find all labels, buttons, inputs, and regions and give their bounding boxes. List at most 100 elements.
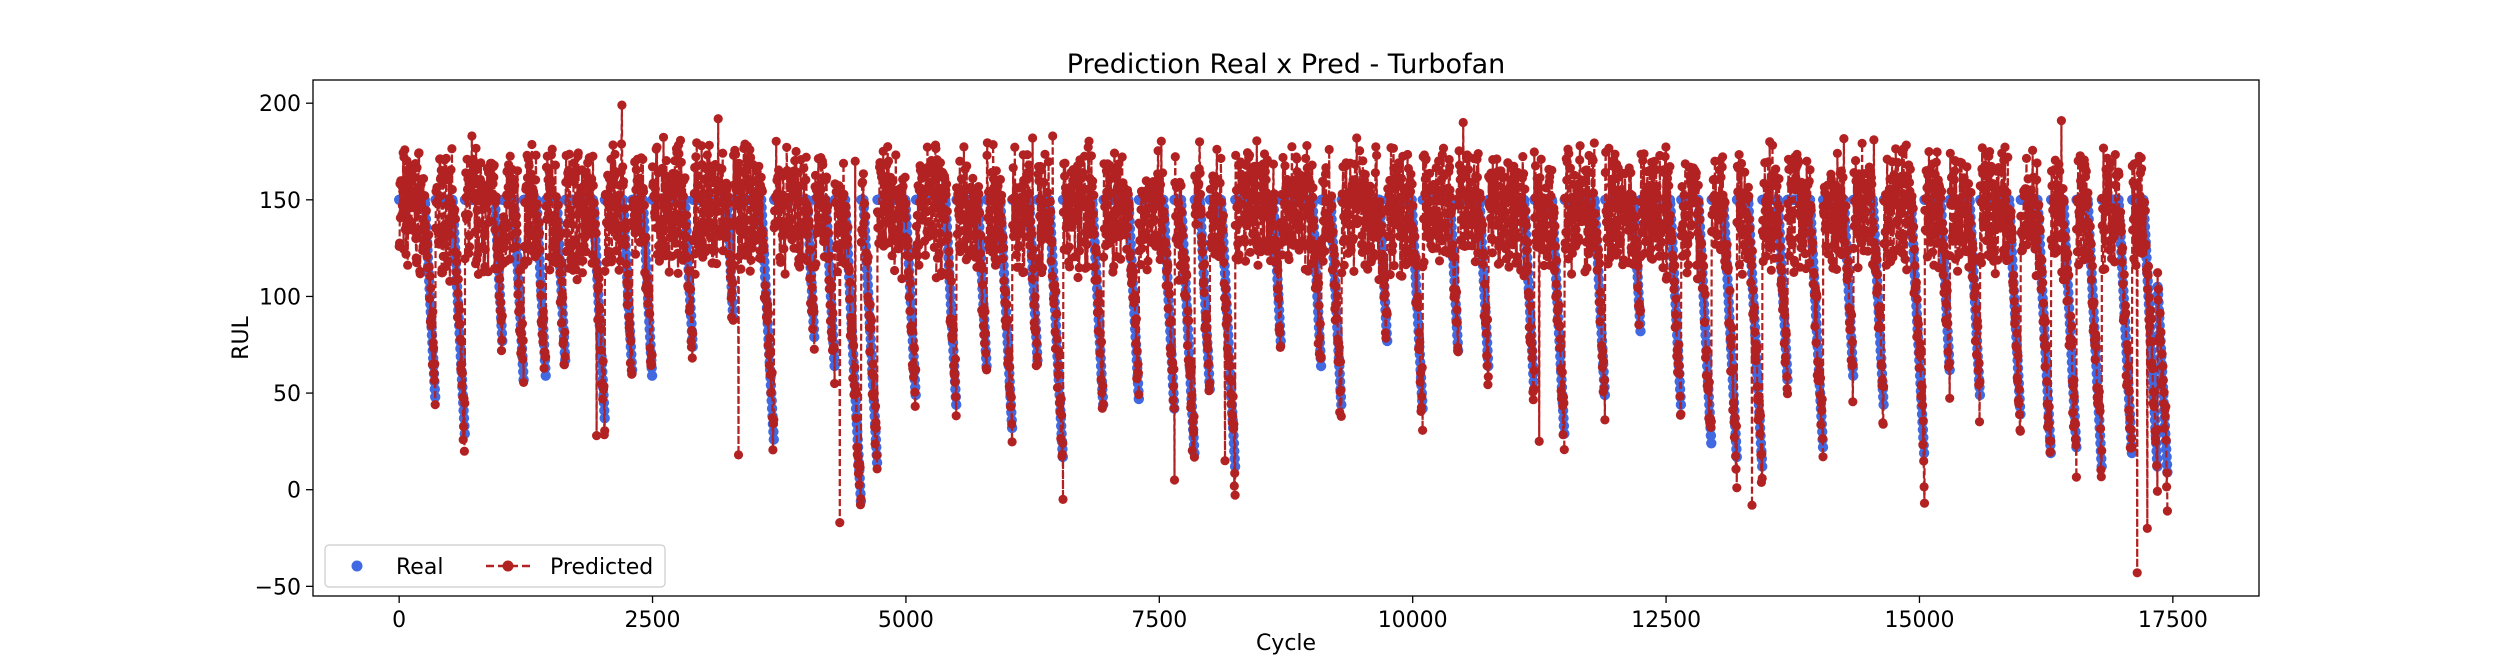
- predicted-point: [559, 360, 570, 370]
- predicted-point: [430, 400, 440, 410]
- predicted-point: [600, 266, 610, 276]
- predicted-point: [513, 279, 523, 289]
- predicted-point: [489, 160, 499, 170]
- real-point: [646, 370, 658, 381]
- predicted-point: [511, 211, 521, 221]
- predicted-point: [556, 260, 566, 270]
- predicted-point: [531, 175, 541, 185]
- predicted-point: [497, 311, 507, 321]
- predicted-point: [509, 203, 519, 213]
- predicted-point: [641, 232, 651, 243]
- predicted-point: [620, 240, 630, 250]
- predicted-point: [557, 276, 567, 286]
- predicted-point: [598, 394, 608, 404]
- predicted-point: [424, 262, 434, 272]
- predicted-point: [595, 315, 605, 325]
- predicted-point: [519, 377, 529, 387]
- predicted-point: [558, 336, 569, 346]
- predicted-point: [627, 368, 637, 379]
- predicted-point: [560, 352, 570, 362]
- predicted-point: [590, 219, 601, 229]
- predicted-point: [594, 273, 604, 283]
- predicted-point: [457, 380, 467, 390]
- predicted-point: [450, 205, 460, 215]
- predicted-point: [489, 172, 499, 182]
- predicted-point: [424, 230, 434, 240]
- chart-title: Prediction Real x Pred - Turbofan: [1067, 49, 1505, 80]
- predicted-point: [595, 304, 605, 314]
- predicted-point: [518, 335, 528, 346]
- predicted-point: [443, 256, 453, 266]
- predicted-point: [621, 259, 632, 269]
- predicted-point: [463, 210, 473, 220]
- predicted-point: [458, 435, 468, 445]
- predicted-point: [639, 200, 650, 210]
- predicted-point: [623, 269, 633, 279]
- predicted-point: [638, 154, 648, 164]
- predicted-point: [590, 208, 600, 218]
- predicted-point: [457, 337, 467, 347]
- predicted-point: [608, 140, 618, 150]
- predicted-point: [524, 161, 534, 171]
- predicted-point: [626, 336, 636, 346]
- predicted-point: [455, 305, 465, 315]
- predicted-point: [479, 231, 490, 241]
- predicted-point: [412, 163, 422, 173]
- predicted-point: [434, 190, 444, 200]
- predicted-point: [430, 359, 440, 369]
- predicted-point: [480, 244, 490, 255]
- predicted-point: [622, 300, 632, 310]
- predicted-point: [577, 268, 588, 278]
- predicted-point: [547, 144, 557, 154]
- predicted-point: [589, 198, 599, 208]
- predicted-point: [426, 283, 436, 293]
- predicted-point: [535, 228, 545, 238]
- predicted-point: [418, 174, 429, 184]
- predicted-point: [529, 190, 539, 200]
- predicted-point: [560, 327, 570, 337]
- predicted-point: [517, 345, 527, 355]
- predicted-point: [611, 246, 621, 256]
- predicted-point: [447, 144, 457, 154]
- predicted-point: [555, 268, 565, 278]
- predicted-point: [532, 199, 542, 209]
- predicted-point: [633, 216, 643, 226]
- predicted-point: [588, 151, 598, 161]
- predicted-point: [496, 298, 506, 308]
- predicted-point: [578, 256, 588, 266]
- predicted-point: [414, 148, 424, 158]
- predicted-point: [631, 165, 641, 175]
- predicted-point: [425, 271, 435, 281]
- predicted-point: [618, 162, 628, 172]
- predicted-point: [513, 289, 523, 300]
- predicted-point: [596, 345, 606, 355]
- predicted-point: [445, 229, 455, 240]
- predicted-point: [599, 381, 609, 391]
- predicted-point: [428, 307, 438, 317]
- predicted-point: [614, 190, 625, 200]
- predicted-point: [401, 249, 411, 259]
- predicted-point: [518, 354, 528, 364]
- predicted-point: [538, 337, 548, 347]
- predicted-point: [491, 192, 501, 202]
- predicted-point: [535, 280, 546, 290]
- predicted-point: [614, 265, 624, 275]
- predicted-point: [639, 186, 649, 197]
- predicted-point: [415, 269, 425, 279]
- real-point: [1706, 438, 1717, 449]
- predicted-point: [459, 446, 469, 456]
- predicted-point: [511, 241, 521, 251]
- predicted-point: [512, 166, 523, 176]
- predicted-point: [452, 249, 462, 259]
- predicted-point: [450, 214, 461, 224]
- predicted-point: [497, 335, 507, 345]
- predicted-point: [556, 318, 567, 328]
- predicted-point: [551, 192, 561, 202]
- predicted-point: [467, 131, 477, 141]
- predicted-point: [512, 219, 522, 229]
- predicted-point: [541, 352, 551, 362]
- predicted-point: [623, 281, 634, 291]
- predicted-point: [570, 236, 581, 246]
- predicted-point: [560, 228, 571, 238]
- predicted-point: [616, 139, 627, 149]
